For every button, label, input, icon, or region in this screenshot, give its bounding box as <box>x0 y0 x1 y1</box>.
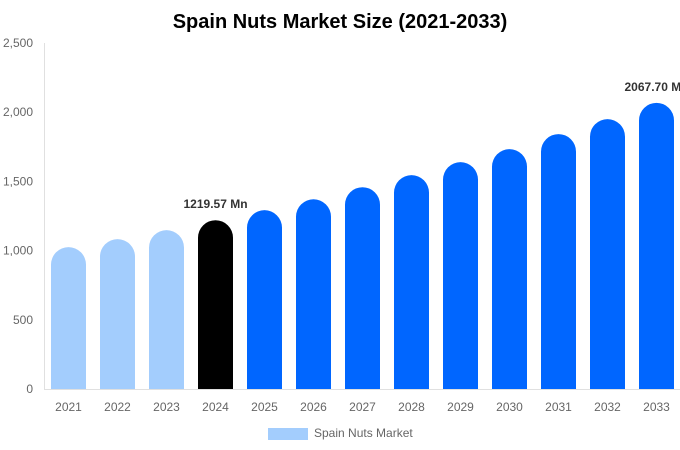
bar-2030 <box>492 149 527 389</box>
x-tick-label: 2023 <box>153 400 180 414</box>
x-tick-label: 2030 <box>496 400 523 414</box>
legend: Spain Nuts Market <box>268 426 413 440</box>
legend-label: Spain Nuts Market <box>314 426 413 440</box>
bar-2025 <box>247 210 282 389</box>
legend-swatch <box>268 428 308 440</box>
x-tick-label: 2022 <box>104 400 131 414</box>
x-tick-label: 2029 <box>447 400 474 414</box>
chart-title: Spain Nuts Market Size (2021-2033) <box>173 11 508 33</box>
bar-2023 <box>149 230 184 389</box>
y-tick-label: 2,500 <box>3 36 33 50</box>
bar-2031 <box>541 134 576 389</box>
bar-2027 <box>345 187 380 389</box>
bar-2026 <box>296 199 331 389</box>
y-tick-label: 500 <box>13 313 33 327</box>
bar-2024 <box>198 220 233 389</box>
bar-2029 <box>443 162 478 389</box>
x-tick-label: 2027 <box>349 400 376 414</box>
x-tick-label: 2032 <box>594 400 621 414</box>
x-tick-label: 2028 <box>398 400 425 414</box>
bar-2028 <box>394 175 429 389</box>
y-tick-label: 0 <box>26 382 33 396</box>
x-tick-label: 2031 <box>545 400 572 414</box>
x-tick-label: 2033 <box>643 400 670 414</box>
x-tick-label: 2025 <box>251 400 278 414</box>
y-tick-label: 1,500 <box>3 174 33 188</box>
x-tick-label: 2021 <box>55 400 82 414</box>
y-tick-label: 1,000 <box>3 244 33 258</box>
bar-2033 <box>639 102 674 389</box>
data-label-2033: 2067.70 Mn <box>625 80 680 94</box>
bar-2022 <box>100 239 135 389</box>
x-tick-label: 2024 <box>202 400 229 414</box>
y-tick-label: 2,000 <box>3 105 33 119</box>
x-tick-label: 2026 <box>300 400 327 414</box>
bar-2021 <box>51 247 86 389</box>
bar-2032 <box>590 119 625 390</box>
data-label-2024: 1219.57 Mn <box>184 197 248 211</box>
